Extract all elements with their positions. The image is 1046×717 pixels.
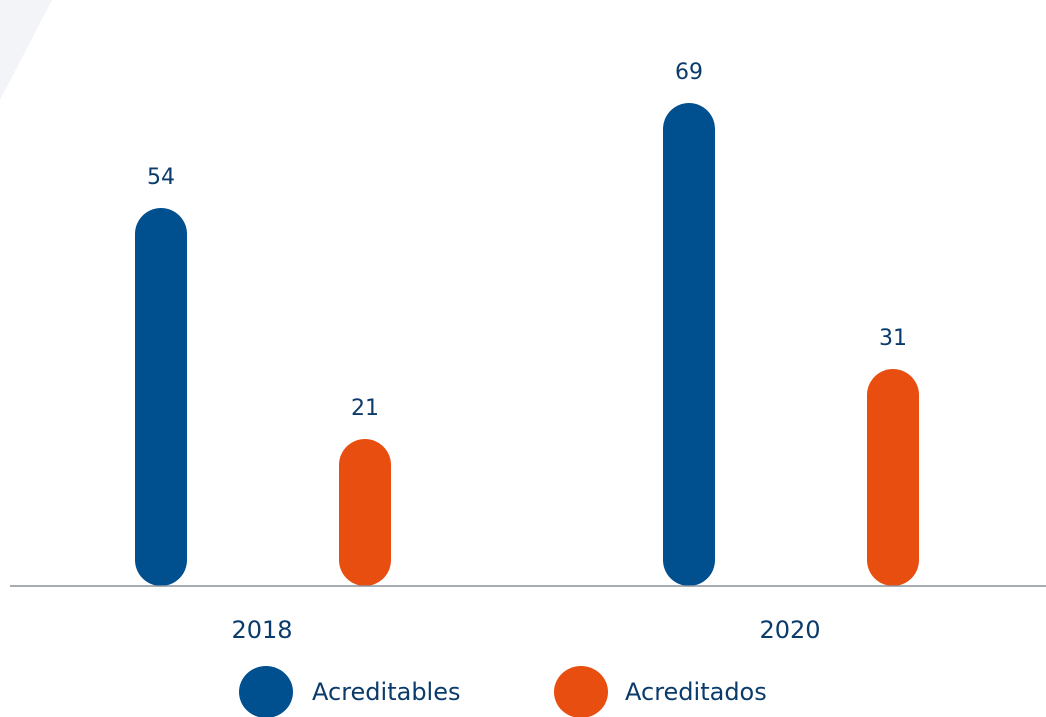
- bars-layer: [135, 103, 919, 586]
- data-label-acreditados-2020: 31: [879, 326, 907, 351]
- value-labels-layer: 54 21 69 31: [147, 60, 907, 421]
- legend: Acreditables Acreditados: [239, 666, 767, 717]
- bar-acreditados-2018: [339, 439, 391, 586]
- bar-acreditables-2020: [663, 103, 715, 586]
- data-label-acreditados-2018: 21: [351, 396, 379, 421]
- data-label-acreditables-2020: 69: [675, 60, 703, 85]
- data-label-acreditables-2018: 54: [147, 165, 175, 190]
- legend-item-acreditados: Acreditados: [554, 666, 767, 717]
- x-tick-labels-layer: 2018 2020: [231, 616, 820, 644]
- legend-label-acreditables: Acreditables: [312, 678, 461, 706]
- x-tick-label-2018: 2018: [231, 616, 292, 644]
- legend-marker-acreditados: [554, 666, 608, 717]
- bar-acreditados-2020: [867, 369, 919, 586]
- legend-label-acreditados: Acreditados: [625, 678, 767, 706]
- bar-acreditables-2018: [135, 208, 187, 586]
- legend-marker-acreditables: [239, 666, 293, 717]
- legend-item-acreditables: Acreditables: [239, 666, 461, 717]
- background-accent-shape: [0, 0, 52, 100]
- x-tick-label-2020: 2020: [759, 616, 820, 644]
